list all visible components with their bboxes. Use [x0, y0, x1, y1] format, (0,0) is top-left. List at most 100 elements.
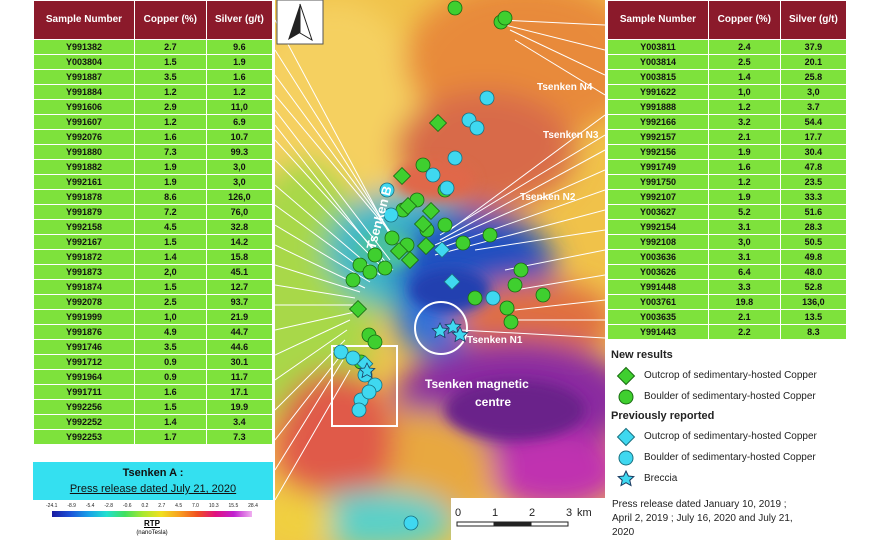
table-cell: 1.4 [133, 414, 207, 430]
label-tsenken-n2: Tsenken N2 [520, 192, 576, 203]
table-row: Y992154 3.1 28.3 [607, 219, 848, 235]
table-row: Y991880 7.3 99.3 [33, 144, 274, 160]
table-cell: 7.3 [205, 429, 274, 445]
table-cell: Y991606 [33, 99, 135, 115]
rtp-tick: 2.7 [158, 503, 166, 509]
table-cell: Y991622 [607, 84, 709, 100]
table-cell: Y991448 [607, 279, 709, 295]
legend-press-release: Press release dated January 10, 2019 ; A… [612, 498, 880, 540]
table-row: Y991999 1,0 21.9 [33, 309, 274, 325]
table-cell: 1.9 [707, 144, 781, 160]
table-cell: 2.7 [133, 39, 207, 55]
table-cell: 1.2 [707, 174, 781, 190]
rtp-color-bar [52, 511, 252, 517]
table-cell: 3.1 [707, 219, 781, 235]
table-cell: Y003804 [33, 54, 135, 70]
table-cell: 1.6 [133, 384, 207, 400]
table-cell: 50.5 [779, 234, 848, 250]
legend-row-new-outcrop: Outcrop of sedimentary-hosted Copper [608, 365, 880, 386]
legend-row-prev-outcrop: Outcrop of sedimentary-hosted Copper [608, 426, 880, 447]
legend-breccia: Breccia [644, 473, 678, 484]
table-cell: Y991878 [33, 189, 135, 205]
table-row: Y991448 3.3 52.8 [607, 279, 848, 295]
table-cell: Y991879 [33, 204, 135, 220]
cyan-star-icon [608, 469, 644, 489]
scale-tick-3: 3 [566, 507, 572, 519]
table-row: Y992158 4.5 32.8 [33, 219, 274, 235]
table-cell: Y992156 [607, 144, 709, 160]
cyan-diamond-icon [608, 427, 644, 447]
table-cell: 49.8 [779, 249, 848, 265]
table-cell: 4.9 [133, 324, 207, 340]
table-cell: Y991382 [33, 39, 135, 55]
table-cell: 20.1 [779, 54, 848, 70]
table-cell: 25.8 [779, 69, 848, 85]
table-cell: Y992078 [33, 294, 135, 310]
rtp-tick: -5.4 [85, 503, 95, 509]
table-row: Y991888 1.2 3.7 [607, 99, 848, 115]
table-cell: 2.2 [707, 324, 781, 340]
table-cell: 0.9 [133, 369, 207, 385]
cyan-circle-icon [608, 448, 644, 468]
table-row: Y991443 2.2 8.3 [607, 324, 848, 340]
table-cell: 2.1 [707, 309, 781, 325]
table-cell: 1.9 [133, 159, 207, 175]
scale-bar-box [451, 498, 605, 540]
table-row: Y991964 0.9 11.7 [33, 369, 274, 385]
table-row: Y003761 19.8 136,0 [607, 294, 848, 310]
rtp-tick: -24.1 [46, 503, 58, 509]
tsenken-n1-outline [414, 301, 468, 355]
table-cell: 2.4 [707, 39, 781, 55]
table-cell: 4.5 [133, 219, 207, 235]
label-magnetic-centre-1: Tsenken magnetic [425, 377, 529, 391]
breccia-points [358, 318, 469, 379]
table-cell: 1.6 [205, 69, 274, 85]
table-cell: 2.1 [707, 129, 781, 145]
table-row: Y991746 3.5 44.6 [33, 339, 274, 355]
table-cell: Y991882 [33, 159, 135, 175]
table-cell: 2.5 [133, 294, 207, 310]
table-cell: Y991443 [607, 324, 709, 340]
scale-bar [456, 521, 569, 527]
table-cell: 44.7 [205, 324, 274, 340]
table-row: Y992253 1.7 7.3 [33, 429, 274, 445]
table-cell: Y992167 [33, 234, 135, 250]
table-row: Y991750 1.2 23.5 [607, 174, 848, 190]
table-cell: Y991884 [33, 84, 135, 100]
table-cell: 15.8 [205, 249, 274, 265]
table-row: Y003636 3.1 49.8 [607, 249, 848, 265]
tsenken-a-press: Press release dated July 21, 2020 [69, 483, 237, 495]
column-header: Copper (%) [133, 0, 207, 40]
label-tsenken-n4: Tsenken N4 [537, 82, 593, 93]
legend-prev-outcrop: Outcrop of sedimentary-hosted Copper [644, 431, 817, 442]
scale-unit: km [577, 507, 592, 519]
green-diamond-icon [608, 366, 644, 386]
scale-tick-1: 1 [492, 507, 498, 519]
table-row: Y991873 2,0 45.1 [33, 264, 274, 280]
table-cell: 0.9 [133, 354, 207, 370]
legend-new-outcrop: Outcrop of sedimentary-hosted Copper [644, 370, 817, 381]
table-row: Y003627 5.2 51.6 [607, 204, 848, 220]
table-cell: Y992107 [607, 189, 709, 205]
table-row: Y003811 2.4 37.9 [607, 39, 848, 55]
table-cell: 2,0 [133, 264, 207, 280]
table-row: Y992108 3,0 50.5 [607, 234, 848, 250]
table-row: Y992156 1.9 30.4 [607, 144, 848, 160]
table-cell: Y992154 [607, 219, 709, 235]
table-cell: Y992161 [33, 174, 135, 190]
table-cell: Y991964 [33, 369, 135, 385]
leader-lines [275, 19, 605, 501]
legend-press-line-2: April 2, 2019 ; July 16, 2020 and July 2… [612, 513, 793, 524]
table-row: Y992256 1.5 19.9 [33, 399, 274, 415]
column-header: Sample Number [607, 0, 709, 40]
table-cell: Y003811 [607, 39, 709, 55]
table-row: Y992167 1.5 14.2 [33, 234, 274, 250]
new-outcrop-points [348, 113, 448, 319]
table-cell: 6.9 [205, 114, 274, 130]
table-row: Y992252 1.4 3.4 [33, 414, 274, 430]
table-cell: Y003626 [607, 264, 709, 280]
rtp-tick: 7.0 [192, 503, 199, 509]
column-header: Silver (g/t) [205, 0, 274, 40]
table-cell: 3.2 [707, 114, 781, 130]
table-cell: 1.9 [205, 54, 274, 70]
